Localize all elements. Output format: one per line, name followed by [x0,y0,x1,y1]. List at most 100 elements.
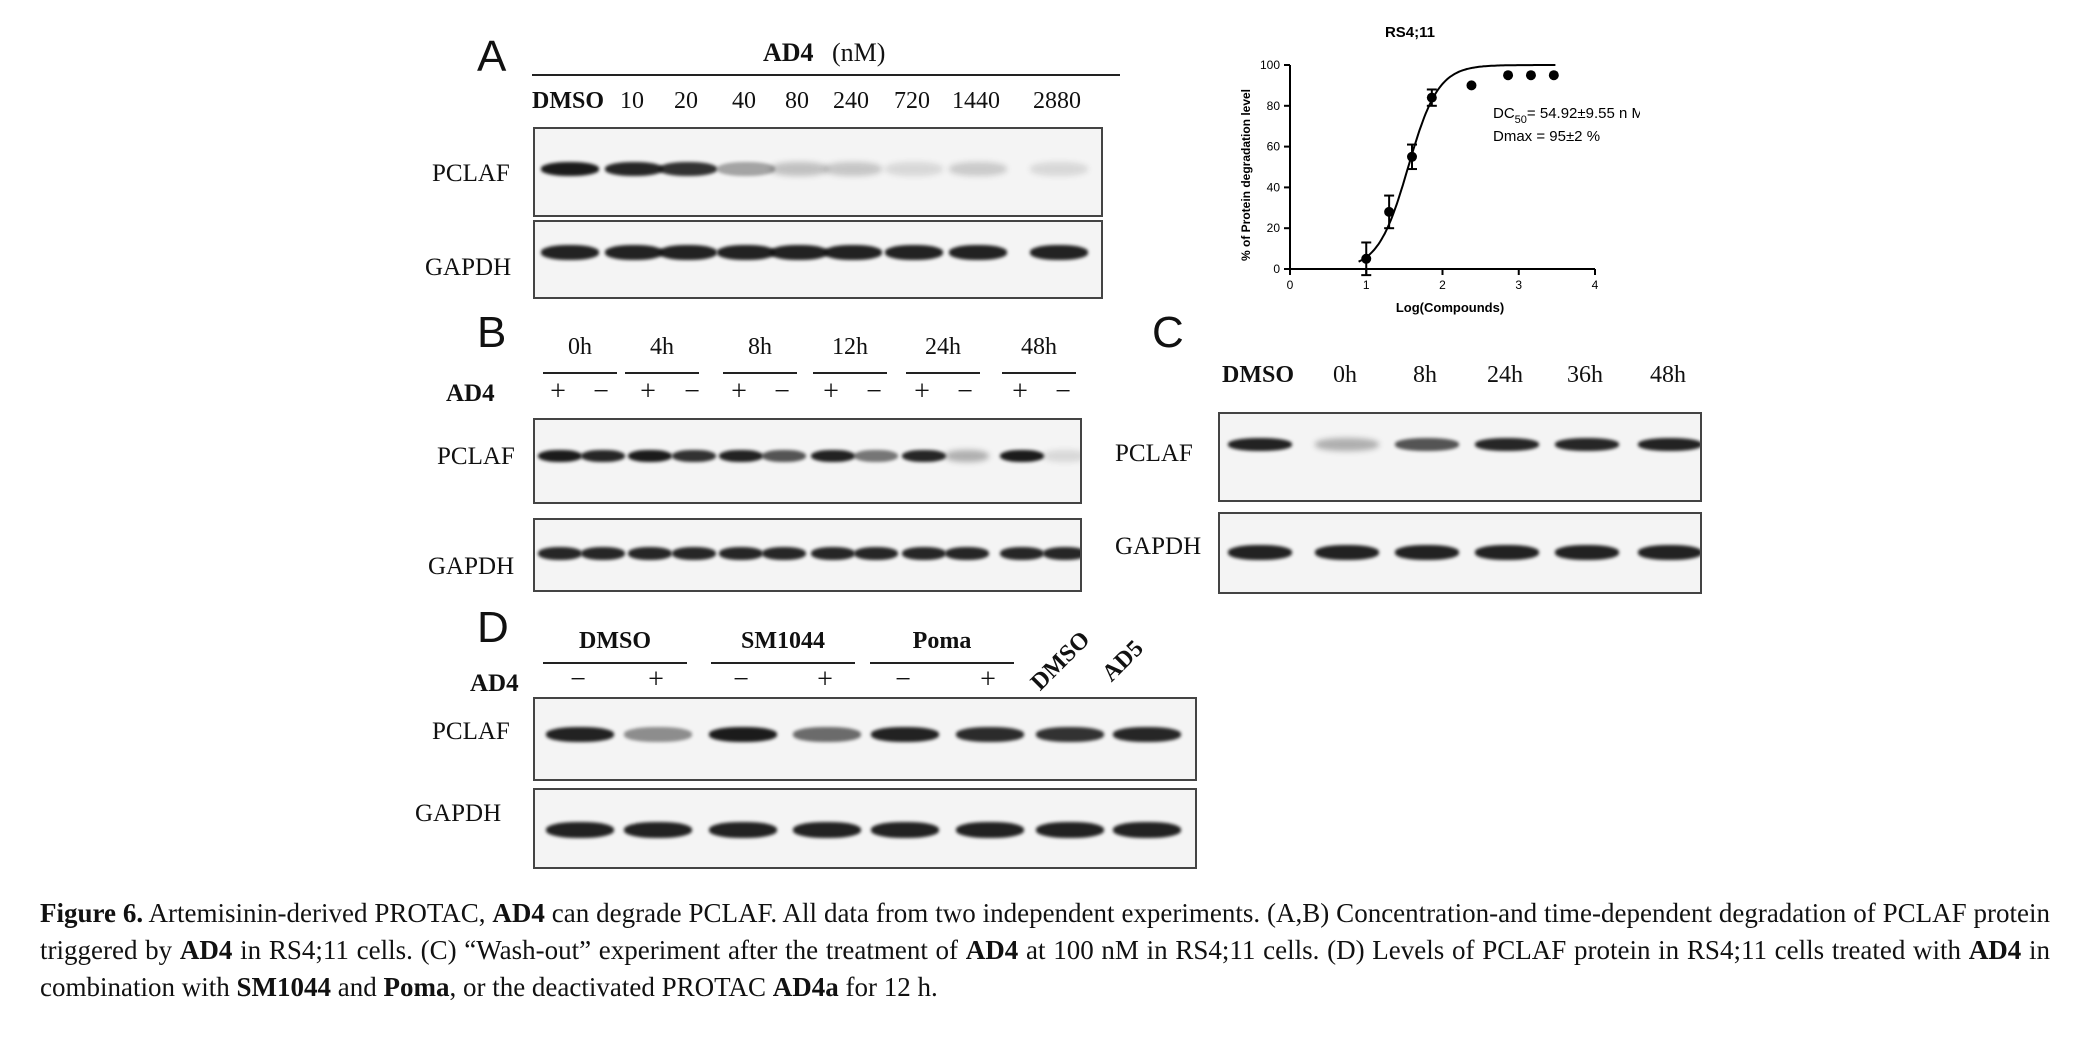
chart-x-label: Log(Compounds) [1396,300,1504,315]
panel-c-row-pclaf: PCLAF [1115,440,1193,467]
panel-b-letter: B [477,308,507,357]
chart-dc50-annotation: DC50= 54.92±9.55 n M [1493,105,1640,126]
chart-data-point [1426,92,1437,103]
pclaf-band [902,450,946,462]
gapdh-band [628,546,672,560]
panel-d-group-label: SM1044 [741,628,825,654]
panel-c-lane-label: 0h [1333,362,1357,388]
panel-d-rotated-label: AD5 [1097,635,1149,687]
panel-c-pclaf-blot [1218,412,1702,502]
gapdh-band [1113,822,1181,838]
panel-b-sign: − [774,376,790,407]
gapdh-band [709,822,777,838]
pclaf-band [1475,437,1539,451]
panel-d-sign: − [895,664,911,695]
panel-b-timepoint: 24h [925,334,961,360]
gapdh-band [1000,546,1044,560]
pclaf-band [824,162,882,176]
gapdh-band [672,546,716,560]
panel-a-row-pclaf: PCLAF [432,160,510,187]
panel-d-row-gapdh: GAPDH [415,800,502,827]
panel-a-lane-label: 720 [894,88,930,114]
pclaf-band [1043,450,1080,462]
caption-text: in RS4;11 cells. (C) “Wash-out” experime… [232,935,966,965]
chart-dc50-label: DC [1493,105,1515,122]
gapdh-band [770,244,828,260]
panel-d-row-pclaf: PCLAF [432,718,510,745]
panel-b-timepoint: 8h [748,334,772,360]
panel-d-sign: − [570,664,586,695]
panel-b-sign: + [550,376,566,407]
panel-d-group-label: Poma [912,628,972,654]
chart-points [1361,70,1559,277]
panel-a-pclaf-blot [533,127,1103,217]
chart-dc50-sub: 50 [1515,114,1527,126]
panel-b-timepoint: 48h [1021,334,1057,360]
panel-d-sign: + [648,664,664,695]
gapdh-band [541,244,599,260]
chart-data-point [1525,70,1536,81]
pclaf-band [871,726,939,742]
chart-dmax-annotation: Dmax = 95±2 % [1493,128,1600,145]
gapdh-band [1395,544,1459,560]
caption-bold: SM1044 [236,972,331,1002]
gapdh-band [1043,546,1080,560]
gapdh-band [538,546,582,560]
panel-a-row-gapdh: GAPDH [425,254,512,281]
panel-a-lane-label: 240 [833,88,869,114]
chart-x-tick-label: 3 [1515,278,1522,292]
chart-y-tick-label: 100 [1260,58,1280,72]
gapdh-band [824,244,882,260]
pclaf-band [1638,437,1700,451]
chart-data-point [1407,151,1417,162]
gapdh-band [811,546,855,560]
panel-b-timepoint-rule [906,372,980,374]
panel-a-lane-label: 80 [785,88,809,114]
panel-a-unit-label: (nM) [832,38,886,67]
gapdh-band [717,244,775,260]
caption-text: can degrade PCLAF. All data from two ind… [40,898,2050,965]
panel-b-sign: + [731,376,747,407]
caption-text: in combination with [40,935,2051,1002]
panel-b-sign: + [914,376,930,407]
panel-c-row-gapdh: GAPDH [1115,533,1202,560]
caption-bold: AD4 [179,935,233,965]
caption-text: Artemisinin-derived PROTAC, [143,898,493,928]
panel-c-letter: C [1152,308,1184,357]
panel-c-lane-label: 24h [1487,362,1523,388]
pclaf-band [1555,437,1619,451]
panel-d-rotated-label: DMSO [1025,626,1096,696]
panel-a-lane-label: 1440 [952,88,1000,114]
pclaf-band [672,450,716,462]
pclaf-band [1228,437,1292,451]
pclaf-band [605,162,663,176]
pclaf-band [546,726,614,742]
panel-b-timepoint-rule [543,372,617,374]
chart-fit-curve [1358,64,1556,263]
pclaf-band [854,450,898,462]
panel-c-lane-label: 36h [1567,362,1603,388]
panel-b-timepoint-rule [625,372,699,374]
caption-bold: AD4 [965,935,1019,965]
chart-data-point [1466,80,1477,91]
pclaf-band [762,450,806,462]
pclaf-band [885,162,943,176]
caption-lead: Figure 6. [40,898,144,928]
chart-data-point [1361,253,1372,264]
pclaf-band [719,450,763,462]
chart-dc50-value: = 54.92±9.55 n M [1527,105,1640,122]
gapdh-band [1036,822,1104,838]
gapdh-band [854,546,898,560]
chart-y-tick-label: 40 [1267,180,1281,194]
panel-b-pclaf-blot [533,418,1082,504]
panel-b-sign: + [640,376,656,407]
panel-d-group-rule [543,662,687,664]
panel-a-lane-label: 40 [732,88,756,114]
panel-d-sign: + [817,664,833,695]
chart-y-tick-label: 60 [1267,140,1281,154]
panel-d-ad4-label: AD4 [470,670,519,697]
pclaf-band [945,450,989,462]
pclaf-band [1395,437,1459,451]
pclaf-band [709,726,777,742]
